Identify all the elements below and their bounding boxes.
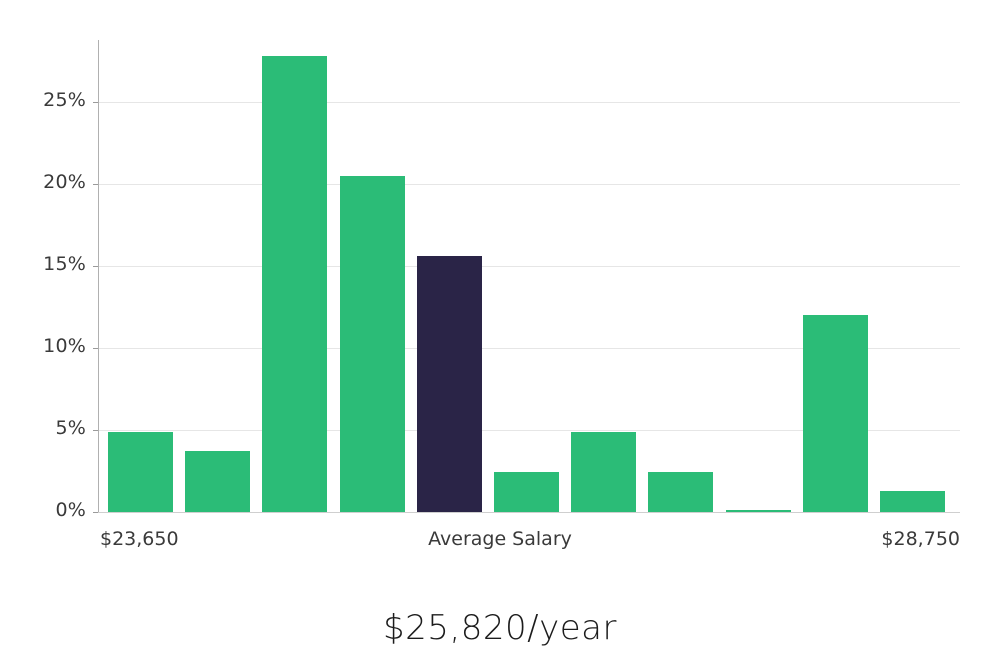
x-axis-spine	[98, 512, 960, 513]
bar	[185, 451, 251, 512]
bar	[494, 471, 559, 512]
gridline	[98, 348, 960, 350]
x-axis-label-right: $28,750	[881, 528, 960, 550]
y-axis-tick-mark	[93, 266, 98, 268]
gridline	[98, 266, 960, 268]
y-axis-tick-label: 10%	[43, 335, 86, 358]
gridline	[98, 184, 960, 186]
y-axis-tick-label: 0%	[55, 499, 86, 521]
bar	[339, 176, 405, 512]
gridline	[98, 430, 960, 432]
bar	[880, 490, 945, 512]
bar	[416, 256, 482, 512]
y-axis-tick-mark	[93, 430, 98, 432]
y-axis-tick-labels: 0% 5% 10% 15% 20% 25%	[0, 0, 98, 660]
bar	[648, 471, 714, 512]
chart-caption: $25,820/year	[383, 608, 617, 648]
bar	[725, 510, 791, 512]
bar	[108, 431, 173, 512]
y-axis-tick-mark	[93, 512, 98, 513]
bar	[571, 431, 637, 512]
bar	[262, 56, 328, 512]
bar	[802, 314, 868, 512]
y-axis-tick-mark	[93, 102, 98, 104]
x-axis-title: Average Salary	[428, 528, 572, 550]
y-axis-tick-mark	[93, 348, 98, 350]
plot-area	[98, 40, 960, 512]
y-axis-tick-mark	[93, 184, 98, 186]
y-axis-tick-label: 25%	[43, 89, 86, 112]
x-axis-label-left: $23,650	[100, 528, 179, 550]
y-axis-tick-label: 20%	[43, 171, 86, 194]
y-axis-tick-label: 15%	[43, 253, 86, 276]
y-axis-spine	[98, 40, 99, 513]
y-axis-tick-label: 5%	[55, 417, 86, 440]
gridline	[98, 102, 960, 104]
